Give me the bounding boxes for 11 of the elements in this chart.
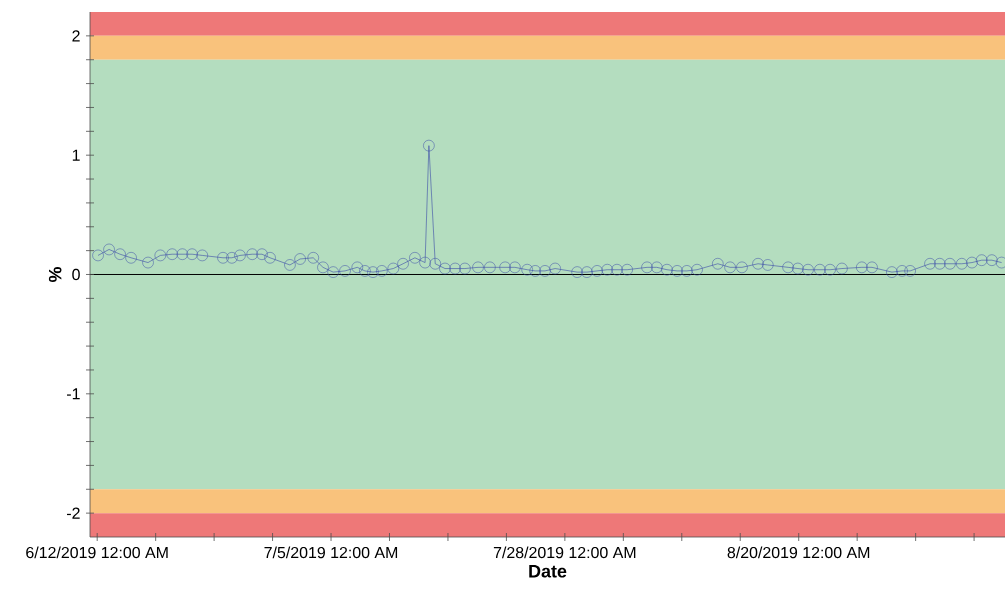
y-tick-label: 1 [72, 149, 80, 161]
x-tick-label: 7/28/2019 12:00 AM [493, 546, 636, 559]
y-axis-title: % [48, 267, 62, 283]
x-tick-label: 6/12/2019 12:00 AM [26, 546, 168, 559]
y-tick-label: 2 [72, 30, 80, 42]
x-axis-title: Date [529, 565, 567, 578]
y-tick-label: -1 [67, 388, 80, 400]
y-tick-label: -2 [67, 507, 80, 519]
x-tick-label: 7/5/2019 12:00 AM [264, 546, 398, 559]
x-tick-label: 8/20/2019 12:00 AM [727, 546, 870, 559]
y-tick-label: 0 [72, 268, 80, 281]
